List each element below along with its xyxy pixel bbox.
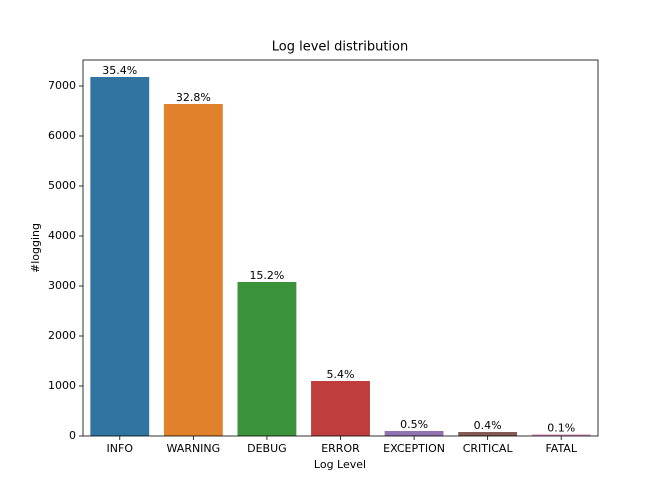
y-tick-label: 3000 bbox=[48, 279, 76, 292]
y-tick-label: 6000 bbox=[48, 129, 76, 142]
chart-title: Log level distribution bbox=[272, 40, 408, 55]
y-axis-label: #logging bbox=[29, 223, 42, 273]
y-tick-label: 1000 bbox=[48, 379, 76, 392]
bar bbox=[384, 431, 444, 436]
x-tick-label: CRITICAL bbox=[463, 442, 514, 455]
x-tick-label: DEBUG bbox=[247, 442, 287, 455]
bar-annotation: 0.4% bbox=[474, 419, 502, 432]
bar-annotation: 5.4% bbox=[327, 368, 355, 381]
y-tick-label: 7000 bbox=[48, 79, 76, 92]
bar-annotation: 35.4% bbox=[102, 64, 137, 77]
x-axis-label: Log Level bbox=[314, 458, 366, 471]
bar-annotation: 0.5% bbox=[400, 418, 428, 431]
x-tick-label: FATAL bbox=[545, 442, 577, 455]
bar bbox=[311, 381, 370, 436]
x-tick-label: INFO bbox=[107, 442, 134, 455]
x-tick-label: ERROR bbox=[321, 442, 360, 455]
bar bbox=[531, 434, 591, 436]
bar-annotation: 0.1% bbox=[547, 422, 575, 435]
y-tick-label: 2000 bbox=[48, 329, 76, 342]
x-tick-label: EXCEPTION bbox=[383, 442, 445, 455]
bar bbox=[458, 432, 518, 436]
y-tick-label: 5000 bbox=[48, 179, 76, 192]
bar bbox=[163, 104, 223, 436]
y-tick-label: 0 bbox=[69, 429, 76, 442]
y-tick-label: 4000 bbox=[48, 229, 76, 242]
x-tick-label: WARNING bbox=[167, 442, 221, 455]
plot-frame bbox=[82, 59, 599, 437]
bar-annotation: 15.2% bbox=[249, 269, 284, 282]
bar-annotation: 32.8% bbox=[176, 91, 211, 104]
bar bbox=[90, 77, 150, 436]
bar bbox=[237, 282, 297, 436]
